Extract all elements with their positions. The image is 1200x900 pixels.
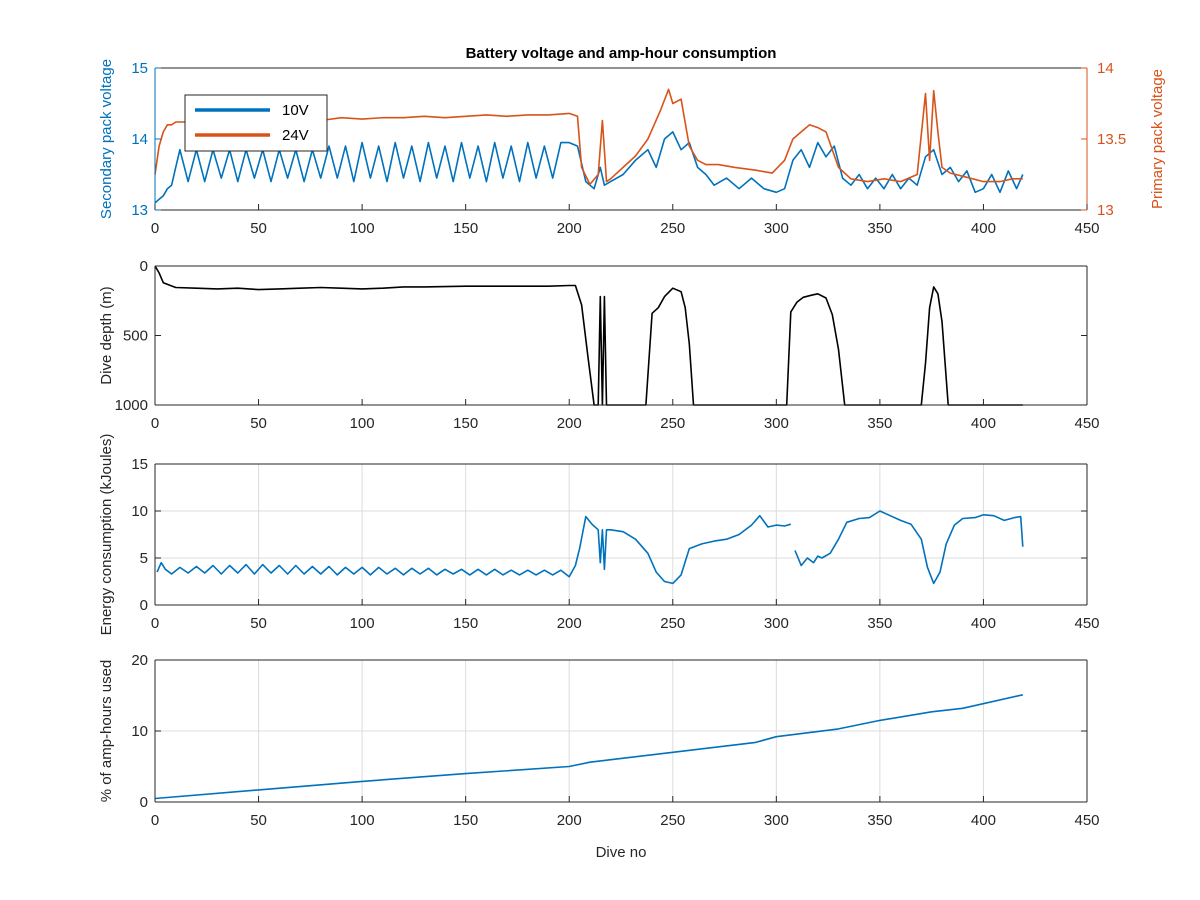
series-line-1 bbox=[156, 514, 792, 585]
x-tick-label: 100 bbox=[350, 812, 375, 829]
x-tick-label: 350 bbox=[867, 220, 892, 237]
y-tick-label: 10 bbox=[131, 723, 148, 740]
x-tick-label: 0 bbox=[151, 220, 159, 237]
y-tick-label-right: 13.5 bbox=[1097, 131, 1126, 148]
x-tick-label: 200 bbox=[557, 220, 582, 237]
x-tick-label: 450 bbox=[1074, 812, 1099, 829]
x-tick-label: 350 bbox=[867, 415, 892, 432]
x-tick-label: 50 bbox=[250, 812, 267, 829]
y-tick-label: 0 bbox=[140, 258, 148, 275]
x-tick-label: 50 bbox=[250, 415, 267, 432]
x-tick-label: 50 bbox=[250, 615, 267, 632]
y-axis-label: Secondary pack voltage bbox=[98, 59, 115, 219]
x-tick-label: 150 bbox=[453, 615, 478, 632]
x-tick-label: 200 bbox=[557, 615, 582, 632]
x-tick-label: 400 bbox=[971, 615, 996, 632]
series-line-2 bbox=[794, 510, 1024, 585]
x-tick-label: 0 bbox=[151, 615, 159, 632]
x-tick-label: 200 bbox=[557, 415, 582, 432]
x-tick-label: 150 bbox=[453, 812, 478, 829]
series-line-1 bbox=[154, 694, 1023, 800]
y-tick-label: 20 bbox=[131, 652, 148, 669]
x-tick-label: 300 bbox=[764, 220, 789, 237]
x-tick-label: 150 bbox=[453, 415, 478, 432]
x-axis-label: Dive no bbox=[596, 844, 647, 861]
x-tick-label: 450 bbox=[1074, 615, 1099, 632]
legend-label-10v: 10V bbox=[282, 102, 309, 119]
y-tick-label: 1000 bbox=[115, 397, 148, 414]
y-tick-label: 15 bbox=[131, 456, 148, 473]
x-tick-label: 250 bbox=[660, 615, 685, 632]
x-tick-label: 100 bbox=[350, 220, 375, 237]
legend-box bbox=[184, 94, 328, 152]
y-tick-label: 5 bbox=[140, 550, 148, 567]
x-tick-label: 100 bbox=[350, 415, 375, 432]
x-tick-label: 100 bbox=[350, 615, 375, 632]
x-tick-label: 350 bbox=[867, 812, 892, 829]
legend-label-24v: 24V bbox=[282, 127, 309, 144]
x-tick-label: 50 bbox=[250, 220, 267, 237]
y-tick-label: 0 bbox=[140, 794, 148, 811]
y-tick-label: 13 bbox=[131, 202, 148, 219]
y-axis-label: Energy consumption (kJoules) bbox=[98, 434, 115, 636]
x-tick-label: 400 bbox=[971, 415, 996, 432]
chart-title: Battery voltage and amp-hour consumption bbox=[466, 45, 777, 62]
panel-3: 0 50 100 150 200 250 300 350 400 450 0 5 10 15 Energy … bbox=[98, 434, 1100, 636]
y-axis-label-right: Primary pack voltage bbox=[1149, 69, 1166, 209]
x-tick-label: 450 bbox=[1074, 415, 1099, 432]
x-tick-label: 250 bbox=[660, 220, 685, 237]
y-tick-label: 14 bbox=[131, 131, 148, 148]
panel-4: 0 50 100 150 200 250 300 350 400 450 0 10 20 % of amp… bbox=[98, 652, 1100, 861]
x-tick-label: 0 bbox=[151, 415, 159, 432]
x-tick-label: 200 bbox=[557, 812, 582, 829]
x-tick-label: 400 bbox=[971, 220, 996, 237]
y-axis-label: Dive depth (m) bbox=[98, 286, 115, 384]
y-axis-label: % of amp-hours used bbox=[98, 660, 115, 803]
panel-1: 0 50 100 150 200 250 300 350 400 4501314151313.51… bbox=[98, 45, 1166, 237]
y-tick-label: 10 bbox=[131, 503, 148, 520]
panel-2: 0 50 100 150 200 250 300 350 400 450 0 500 1000Dive … bbox=[98, 258, 1100, 432]
y-tick-label-right: 14 bbox=[1097, 60, 1114, 77]
x-tick-label: 0 bbox=[151, 812, 159, 829]
series-line-10v bbox=[154, 131, 1024, 204]
y-tick-label: 500 bbox=[123, 328, 148, 345]
y-tick-label: 0 bbox=[140, 597, 148, 614]
x-tick-label: 250 bbox=[660, 812, 685, 829]
y-tick-label: 15 bbox=[131, 60, 148, 77]
x-tick-label: 300 bbox=[764, 615, 789, 632]
x-tick-label: 150 bbox=[453, 220, 478, 237]
x-tick-label: 300 bbox=[764, 812, 789, 829]
x-tick-label: 350 bbox=[867, 615, 892, 632]
y-tick-label-right: 13 bbox=[1097, 202, 1114, 219]
x-tick-label: 250 bbox=[660, 415, 685, 432]
x-tick-label: 450 bbox=[1074, 220, 1099, 237]
x-tick-label: 400 bbox=[971, 812, 996, 829]
x-tick-label: 300 bbox=[764, 415, 789, 432]
